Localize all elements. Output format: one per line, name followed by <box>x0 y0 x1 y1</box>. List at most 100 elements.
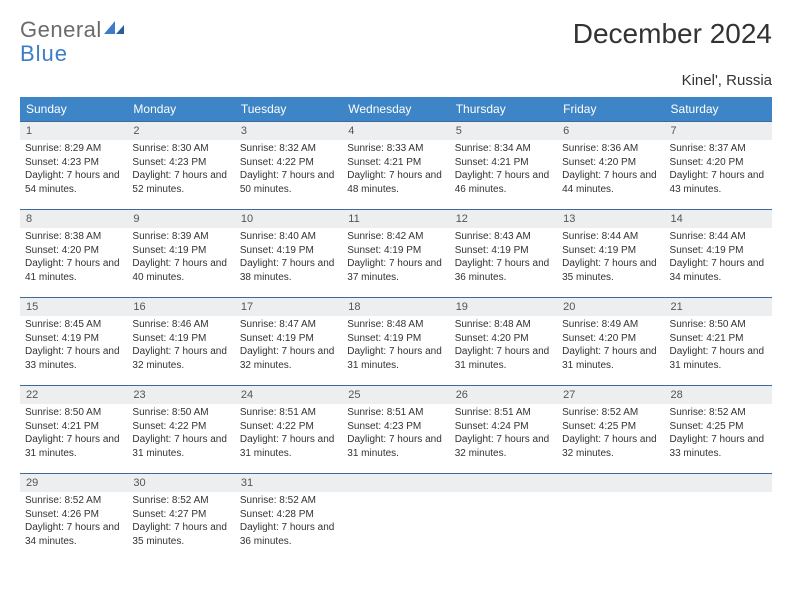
day-body: Sunrise: 8:50 AMSunset: 4:21 PMDaylight:… <box>20 404 127 464</box>
sunset-line: Sunset: 4:21 PM <box>347 156 444 170</box>
sunrise-line: Sunrise: 8:43 AM <box>455 230 552 244</box>
calendar-week-row: 15Sunrise: 8:45 AMSunset: 4:19 PMDayligh… <box>20 297 772 385</box>
sunrise-line: Sunrise: 8:52 AM <box>670 406 767 420</box>
sunrise-line: Sunrise: 8:36 AM <box>562 142 659 156</box>
calendar-day-cell: 10Sunrise: 8:40 AMSunset: 4:19 PMDayligh… <box>235 209 342 297</box>
sunset-line: Sunset: 4:19 PM <box>132 332 229 346</box>
sunrise-line: Sunrise: 8:52 AM <box>25 494 122 508</box>
day-body: Sunrise: 8:37 AMSunset: 4:20 PMDaylight:… <box>665 140 772 200</box>
calendar-day-cell <box>450 473 557 561</box>
sunset-line: Sunset: 4:20 PM <box>25 244 122 258</box>
calendar-week-row: 8Sunrise: 8:38 AMSunset: 4:20 PMDaylight… <box>20 209 772 297</box>
calendar-week-row: 29Sunrise: 8:52 AMSunset: 4:26 PMDayligh… <box>20 473 772 561</box>
sunset-line: Sunset: 4:19 PM <box>132 244 229 258</box>
day-number: 10 <box>235 209 342 228</box>
calendar-day-cell: 24Sunrise: 8:51 AMSunset: 4:22 PMDayligh… <box>235 385 342 473</box>
daylight-line: Daylight: 7 hours and 44 minutes. <box>562 169 659 196</box>
sunset-line: Sunset: 4:22 PM <box>240 156 337 170</box>
day-number: 8 <box>20 209 127 228</box>
day-number: 11 <box>342 209 449 228</box>
daylight-line: Daylight: 7 hours and 32 minutes. <box>455 433 552 460</box>
day-body: Sunrise: 8:52 AMSunset: 4:25 PMDaylight:… <box>665 404 772 464</box>
day-number: 9 <box>127 209 234 228</box>
sunrise-line: Sunrise: 8:48 AM <box>347 318 444 332</box>
daylight-line: Daylight: 7 hours and 35 minutes. <box>132 521 229 548</box>
calendar-day-cell: 13Sunrise: 8:44 AMSunset: 4:19 PMDayligh… <box>557 209 664 297</box>
calendar-day-cell: 20Sunrise: 8:49 AMSunset: 4:20 PMDayligh… <box>557 297 664 385</box>
calendar-day-cell <box>342 473 449 561</box>
weekday-header: Sunday <box>20 97 127 121</box>
calendar-day-cell: 3Sunrise: 8:32 AMSunset: 4:22 PMDaylight… <box>235 121 342 209</box>
daylight-line: Daylight: 7 hours and 31 minutes. <box>670 345 767 372</box>
day-number-empty <box>342 473 449 492</box>
calendar-day-cell: 2Sunrise: 8:30 AMSunset: 4:23 PMDaylight… <box>127 121 234 209</box>
daylight-line: Daylight: 7 hours and 41 minutes. <box>25 257 122 284</box>
sunset-line: Sunset: 4:22 PM <box>240 420 337 434</box>
sunrise-line: Sunrise: 8:49 AM <box>562 318 659 332</box>
daylight-line: Daylight: 7 hours and 32 minutes. <box>240 345 337 372</box>
daylight-line: Daylight: 7 hours and 33 minutes. <box>25 345 122 372</box>
sunrise-line: Sunrise: 8:39 AM <box>132 230 229 244</box>
sunset-line: Sunset: 4:28 PM <box>240 508 337 522</box>
daylight-line: Daylight: 7 hours and 43 minutes. <box>670 169 767 196</box>
sunset-line: Sunset: 4:25 PM <box>562 420 659 434</box>
sunrise-line: Sunrise: 8:50 AM <box>132 406 229 420</box>
day-number: 22 <box>20 385 127 404</box>
daylight-line: Daylight: 7 hours and 32 minutes. <box>132 345 229 372</box>
daylight-line: Daylight: 7 hours and 35 minutes. <box>562 257 659 284</box>
sunset-line: Sunset: 4:19 PM <box>455 244 552 258</box>
daylight-line: Daylight: 7 hours and 38 minutes. <box>240 257 337 284</box>
day-body: Sunrise: 8:52 AMSunset: 4:26 PMDaylight:… <box>20 492 127 552</box>
day-body: Sunrise: 8:34 AMSunset: 4:21 PMDaylight:… <box>450 140 557 200</box>
calendar-week-row: 22Sunrise: 8:50 AMSunset: 4:21 PMDayligh… <box>20 385 772 473</box>
sunrise-line: Sunrise: 8:34 AM <box>455 142 552 156</box>
day-number-empty <box>557 473 664 492</box>
daylight-line: Daylight: 7 hours and 31 minutes. <box>25 433 122 460</box>
calendar-day-cell: 30Sunrise: 8:52 AMSunset: 4:27 PMDayligh… <box>127 473 234 561</box>
logo-sail-icon <box>104 19 126 37</box>
calendar-day-cell: 25Sunrise: 8:51 AMSunset: 4:23 PMDayligh… <box>342 385 449 473</box>
sunset-line: Sunset: 4:24 PM <box>455 420 552 434</box>
day-body: Sunrise: 8:42 AMSunset: 4:19 PMDaylight:… <box>342 228 449 288</box>
logo-text-general: General <box>20 17 102 42</box>
calendar-day-cell: 12Sunrise: 8:43 AMSunset: 4:19 PMDayligh… <box>450 209 557 297</box>
daylight-line: Daylight: 7 hours and 54 minutes. <box>25 169 122 196</box>
day-number: 21 <box>665 297 772 316</box>
weekday-header-row: Sunday Monday Tuesday Wednesday Thursday… <box>20 97 772 121</box>
day-number: 23 <box>127 385 234 404</box>
weekday-header: Tuesday <box>235 97 342 121</box>
sunrise-line: Sunrise: 8:52 AM <box>240 494 337 508</box>
day-number: 2 <box>127 121 234 140</box>
sunset-line: Sunset: 4:21 PM <box>25 420 122 434</box>
day-body: Sunrise: 8:50 AMSunset: 4:21 PMDaylight:… <box>665 316 772 376</box>
sunrise-line: Sunrise: 8:52 AM <box>562 406 659 420</box>
sunset-line: Sunset: 4:21 PM <box>455 156 552 170</box>
weekday-header: Friday <box>557 97 664 121</box>
daylight-line: Daylight: 7 hours and 52 minutes. <box>132 169 229 196</box>
calendar-day-cell: 27Sunrise: 8:52 AMSunset: 4:25 PMDayligh… <box>557 385 664 473</box>
sunrise-line: Sunrise: 8:51 AM <box>240 406 337 420</box>
day-body: Sunrise: 8:52 AMSunset: 4:25 PMDaylight:… <box>557 404 664 464</box>
day-body: Sunrise: 8:39 AMSunset: 4:19 PMDaylight:… <box>127 228 234 288</box>
daylight-line: Daylight: 7 hours and 31 minutes. <box>132 433 229 460</box>
day-body: Sunrise: 8:43 AMSunset: 4:19 PMDaylight:… <box>450 228 557 288</box>
day-number: 28 <box>665 385 772 404</box>
day-number: 14 <box>665 209 772 228</box>
daylight-line: Daylight: 7 hours and 46 minutes. <box>455 169 552 196</box>
day-body: Sunrise: 8:51 AMSunset: 4:23 PMDaylight:… <box>342 404 449 464</box>
daylight-line: Daylight: 7 hours and 34 minutes. <box>670 257 767 284</box>
calendar-day-cell: 4Sunrise: 8:33 AMSunset: 4:21 PMDaylight… <box>342 121 449 209</box>
sunrise-line: Sunrise: 8:50 AM <box>670 318 767 332</box>
sunrise-line: Sunrise: 8:46 AM <box>132 318 229 332</box>
daylight-line: Daylight: 7 hours and 31 minutes. <box>347 433 444 460</box>
sunrise-line: Sunrise: 8:37 AM <box>670 142 767 156</box>
day-body: Sunrise: 8:30 AMSunset: 4:23 PMDaylight:… <box>127 140 234 200</box>
day-number: 12 <box>450 209 557 228</box>
day-number: 17 <box>235 297 342 316</box>
daylight-line: Daylight: 7 hours and 37 minutes. <box>347 257 444 284</box>
sunset-line: Sunset: 4:21 PM <box>670 332 767 346</box>
sunrise-line: Sunrise: 8:44 AM <box>670 230 767 244</box>
sunrise-line: Sunrise: 8:30 AM <box>132 142 229 156</box>
sunrise-line: Sunrise: 8:50 AM <box>25 406 122 420</box>
day-number: 26 <box>450 385 557 404</box>
